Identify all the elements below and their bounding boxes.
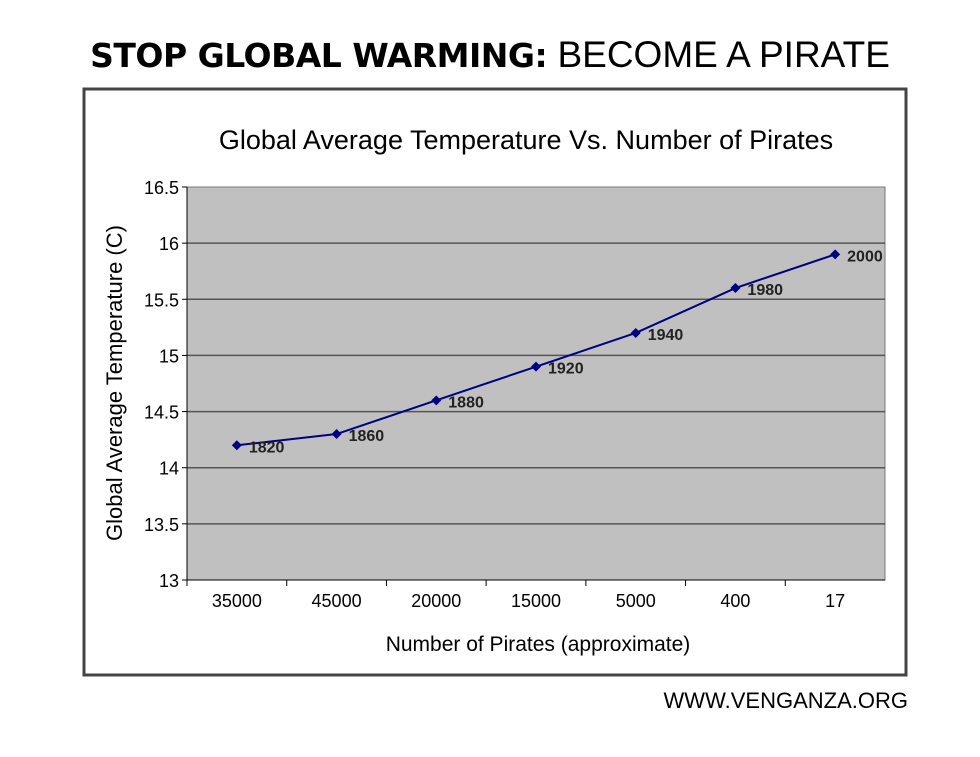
- data-label: 1980: [747, 282, 783, 299]
- headline: STOP GLOBAL WARMING: BECOME A PIRATE: [0, 34, 980, 76]
- y-tick-label: 13.5: [144, 515, 179, 535]
- data-point: [830, 249, 841, 260]
- x-tick-label: 17: [825, 591, 845, 611]
- plot-area: [186, 186, 886, 581]
- footer-url: WWW.VENGANZA.ORG: [663, 688, 908, 713]
- x-tick-label: 35000: [212, 591, 262, 611]
- y-tick-label: 14: [159, 459, 179, 479]
- x-tick-label: 5000: [616, 591, 656, 611]
- data-point: [431, 395, 442, 406]
- y-tick-label: 13: [159, 571, 179, 591]
- y-tick-label: 16.5: [144, 178, 179, 198]
- data-point: [630, 327, 641, 338]
- data-label: 2000: [847, 248, 883, 265]
- x-axis-label: Number of Pirates (approximate): [386, 633, 691, 656]
- y-axis-label: Global Average Temperature (C): [102, 225, 127, 541]
- data-label: 1920: [548, 361, 584, 378]
- data-point: [730, 283, 741, 294]
- x-tick-label: 400: [720, 591, 750, 611]
- x-tick-label: 15000: [511, 591, 561, 611]
- data-point: [531, 361, 541, 372]
- y-tick-label: 16: [159, 234, 179, 254]
- headline-bold: STOP GLOBAL WARMING:: [90, 36, 548, 75]
- data-label: 1940: [648, 327, 684, 344]
- chart-title: Global Average Temperature Vs. Number of…: [219, 125, 833, 155]
- data-label: 1880: [448, 394, 484, 411]
- x-tick-label: 20000: [411, 591, 461, 611]
- y-tick-label: 15.5: [144, 290, 179, 310]
- data-label: 1860: [349, 428, 385, 445]
- headline-regular: BECOME A PIRATE: [557, 34, 890, 75]
- y-tick-label: 14.5: [144, 403, 179, 423]
- data-point: [231, 440, 242, 451]
- data-label: 1820: [249, 439, 285, 456]
- y-tick-label: 15: [159, 346, 179, 366]
- data-point: [331, 429, 342, 440]
- x-tick-label: 45000: [312, 591, 362, 611]
